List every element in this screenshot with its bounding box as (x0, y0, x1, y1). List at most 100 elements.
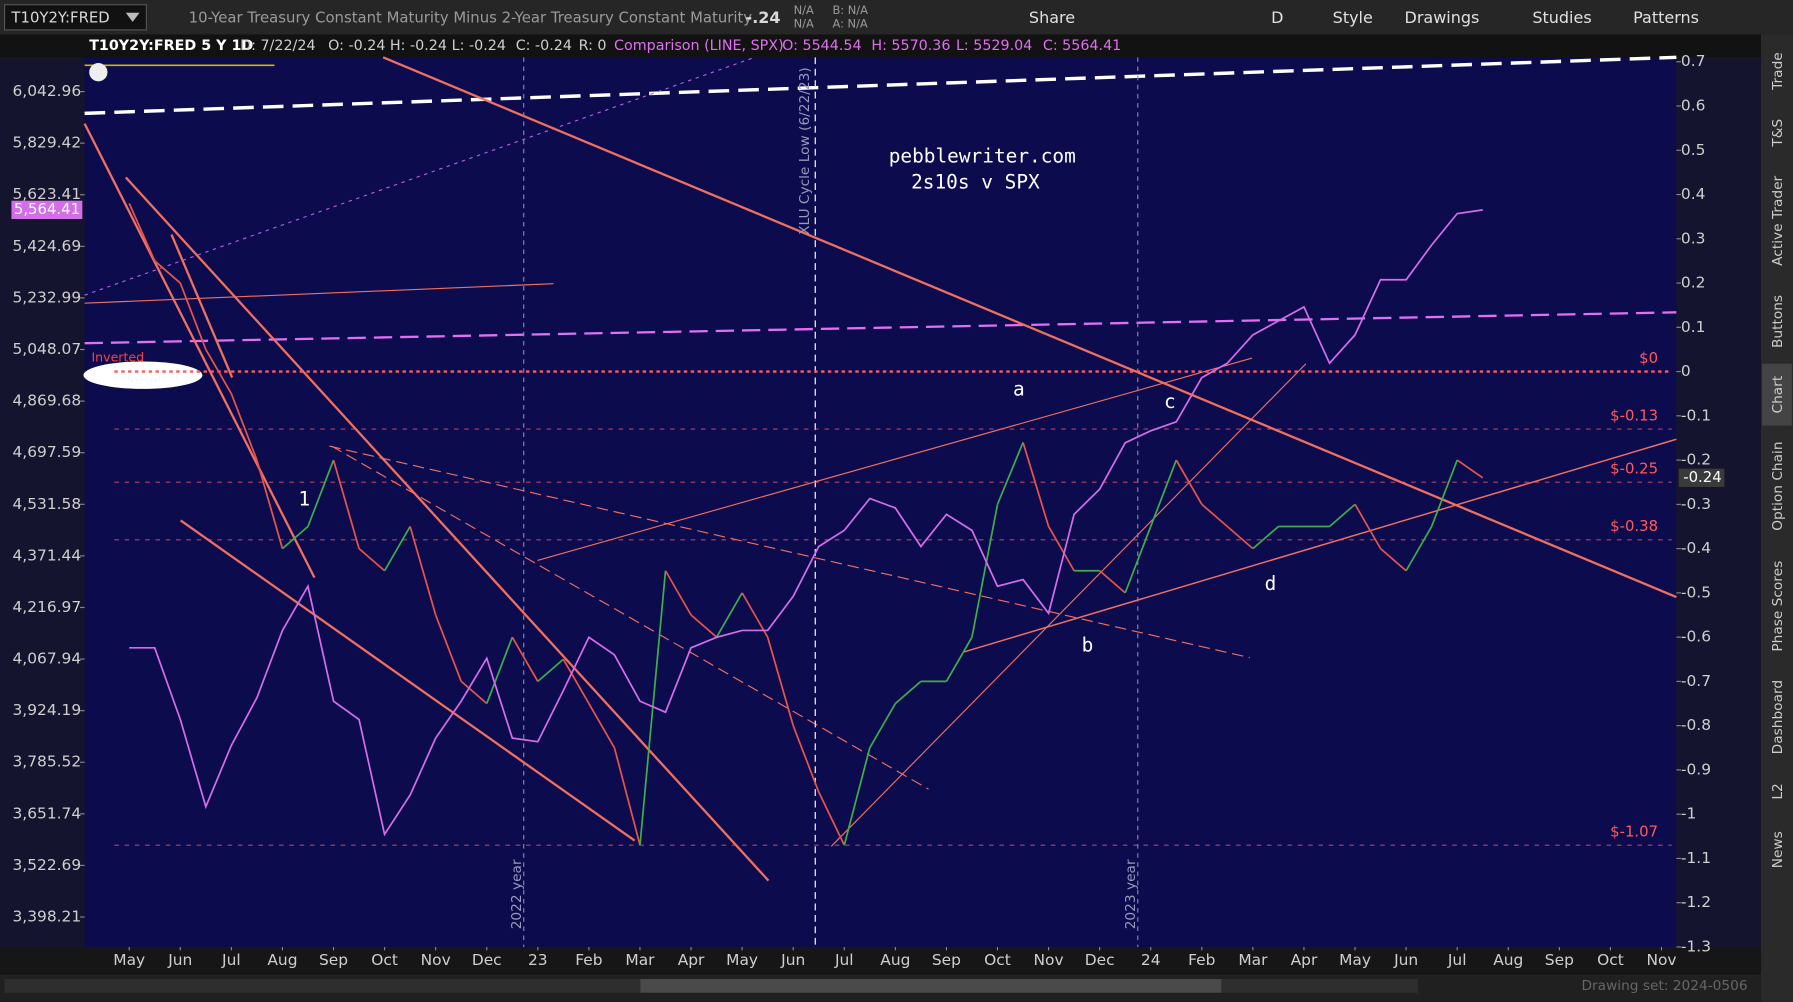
scroll-thumb[interactable] (640, 978, 1222, 993)
series-segment (588, 703, 616, 749)
annotation: XLU Cycle Low (6/22/23) (797, 67, 813, 235)
info-text: H: -0.24 (390, 38, 447, 54)
toolbar-button[interactable]: Share (1029, 8, 1075, 27)
y2-tick-label: -0.7 (1681, 672, 1711, 690)
annotation: Inverted (91, 350, 144, 365)
x-tick-label: May (726, 951, 758, 969)
sidebar-tab[interactable]: Option Chain (1770, 441, 1786, 530)
last-value-box (1678, 468, 1725, 487)
trendline (83, 123, 316, 579)
last-value: 5,564.41 (14, 200, 80, 218)
x-tick-label: Aug (880, 951, 910, 969)
series-layer: $0 $-0.13 $-0.25 $-0.38 $-1.07 (114, 203, 1672, 846)
level-label: $-0.38 (1610, 517, 1658, 535)
series-segment (1047, 526, 1075, 572)
level-label: $0 (1639, 349, 1658, 367)
sidebar-tab[interactable]: Trade (1770, 52, 1786, 91)
info-text: D: 7/22/24 (240, 38, 315, 54)
x-tick-label: Sep (319, 951, 348, 969)
x-tick-label: Jul (1447, 951, 1467, 969)
series-segment (256, 459, 284, 549)
y-tick-label: 3,522.69 (13, 856, 82, 874)
sidebar-tab[interactable]: Active Trader (1770, 175, 1786, 265)
x-tick-label: Aug (1493, 951, 1523, 969)
sidebar-tab[interactable]: L2 (1770, 783, 1786, 799)
series-segment (154, 260, 181, 284)
level-label: $-0.13 (1610, 407, 1658, 425)
info-text: O: 5544.54 (782, 38, 861, 54)
sidebar-tab-active (1762, 363, 1792, 426)
wave-label: d (1265, 572, 1277, 595)
sidebar-tab[interactable]: T&S (1770, 119, 1786, 148)
y2-tick-label: -0.2 (1681, 451, 1711, 469)
sidebar-tab[interactable]: Phase Scores (1770, 561, 1786, 652)
y2-tick-label: -0.3 (1681, 495, 1711, 513)
status: Drawing set: 2024-0506 (1581, 978, 1747, 994)
x-tick-label: Jun (167, 951, 192, 969)
x-tick-label: Jul (834, 951, 854, 969)
y2-tick-label: -0.8 (1681, 716, 1711, 734)
y2-tick-label: 0.7 (1681, 52, 1706, 70)
series-segment (792, 725, 820, 793)
x-tick-label: 23 (528, 951, 548, 969)
info-text: L: 5529.04 (956, 38, 1032, 54)
sidebar-tab[interactable]: Chart (1770, 375, 1786, 413)
sidebar-tab[interactable]: News (1770, 831, 1786, 868)
series-segment (843, 747, 871, 846)
y2-tick-label: 0.3 (1681, 229, 1706, 247)
info-text: O: -0.24 (328, 38, 385, 54)
series-segment (690, 614, 718, 638)
x-tick-label: Nov (1034, 951, 1064, 969)
dropdown-icon (125, 12, 140, 22)
y-tick-label: 5,232.99 (13, 288, 82, 306)
trendline (124, 176, 770, 882)
trendline (180, 519, 636, 842)
series-segment (485, 636, 514, 704)
series-segment (1022, 442, 1050, 527)
sidebar (1760, 34, 1793, 1002)
wave-label: 1 (298, 487, 310, 510)
y2-tick-label: -1.1 (1681, 849, 1711, 867)
y-tick-label: 5,424.69 (13, 237, 82, 255)
annotation: 2023 year (1123, 859, 1139, 929)
y-tick-label: 5,048.07 (13, 340, 82, 358)
info-bar (0, 34, 1761, 58)
quote: A: N/A (832, 17, 867, 31)
sidebar-tab[interactable]: Dashboard (1770, 680, 1786, 754)
toolbar-button[interactable]: Patterns (1633, 8, 1699, 27)
series-segment (1430, 459, 1458, 527)
x-tick-label: Nov (1646, 951, 1676, 969)
quote: N/A (794, 3, 814, 17)
x-axis (0, 946, 1761, 975)
series-segment (230, 393, 258, 461)
sidebar-tab[interactable]: Buttons (1770, 295, 1786, 348)
trendline (84, 311, 1677, 345)
series-segment (562, 658, 590, 704)
series-segment (996, 442, 1024, 505)
info-text: R: 0 (579, 38, 607, 54)
info-text: L: -0.24 (452, 38, 506, 54)
description: 10-Year Treasury Constant Maturity Minus… (189, 8, 753, 26)
trendline (84, 283, 554, 304)
series-segment (1175, 459, 1203, 505)
series-segment (1405, 526, 1433, 572)
last-value: -0.24 (1683, 468, 1721, 486)
toolbar-button[interactable]: Drawings (1405, 8, 1480, 27)
y2-tick-label: 0.6 (1681, 97, 1706, 115)
y2-tick-label: 0 (1681, 362, 1691, 380)
y-tick-label: 4,869.68 (13, 392, 82, 410)
y-tick-label: 6,042.96 (13, 82, 82, 100)
y2-tick-label: 0.4 (1681, 185, 1706, 203)
series-segment (383, 526, 411, 572)
symbol-box[interactable] (4, 4, 147, 31)
toolbar-button[interactable]: D (1271, 8, 1283, 27)
y2-tick-label: -0.9 (1681, 760, 1711, 778)
info-text: H: 5570.36 (871, 38, 950, 54)
last-value-box (11, 200, 83, 220)
x-tick-label: Apr (1291, 951, 1318, 969)
toolbar-button[interactable]: Studies (1532, 8, 1591, 27)
series-segment (434, 614, 463, 682)
annotation: 2022 year (509, 859, 525, 929)
toolbar-button[interactable]: Style (1333, 8, 1373, 27)
